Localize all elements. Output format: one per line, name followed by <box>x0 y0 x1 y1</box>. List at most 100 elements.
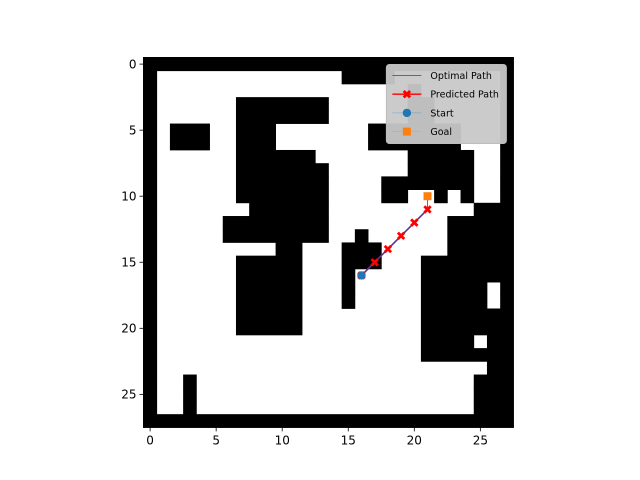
obstacle-cell <box>143 149 158 164</box>
obstacle-cell <box>420 268 514 283</box>
obstacle-cell <box>143 189 158 204</box>
legend-box <box>385 64 507 144</box>
path-layer <box>357 192 432 280</box>
obstacle-cell <box>143 348 158 362</box>
obstacle-cell <box>500 176 514 190</box>
predicted-path-point <box>410 218 419 227</box>
obstacle-cell <box>143 255 158 270</box>
obstacle-cell <box>473 387 514 402</box>
obstacle-cell <box>500 149 514 164</box>
obstacle-cell <box>235 123 276 138</box>
legend-label: Predicted Path <box>430 90 499 101</box>
obstacle-cell <box>381 176 475 190</box>
obstacle-cell <box>143 374 158 389</box>
obstacle-cell <box>420 282 488 296</box>
obstacle-cell <box>341 295 356 309</box>
obstacle-cell <box>143 295 158 309</box>
obstacle-cell <box>143 242 158 257</box>
obstacle-cell <box>143 163 158 177</box>
y-tick-label: 0 <box>129 57 137 71</box>
obstacle-cell <box>143 282 158 296</box>
obstacle-cell <box>420 295 488 309</box>
predicted-path-point <box>423 205 432 214</box>
legend-label: Goal <box>430 127 452 138</box>
predicted-path-point <box>396 231 406 241</box>
obstacle-cell <box>341 70 395 85</box>
obstacle-cell <box>143 387 158 402</box>
obstacle-cell <box>183 374 197 389</box>
obstacle-cell <box>420 321 514 336</box>
legend: Optimal Path Predicted Path Start Goal <box>385 64 507 144</box>
obstacle-cell <box>420 255 514 270</box>
obstacle-cell <box>143 176 158 190</box>
x-tick-label: 10 <box>275 433 290 447</box>
obstacle-cell <box>407 163 475 177</box>
legend-entry: Optimal Path <box>392 71 492 82</box>
obstacle-cell <box>143 97 158 111</box>
legend-x-marker <box>402 90 412 99</box>
obstacle-cell <box>143 123 158 138</box>
obstacle-cell <box>486 361 514 375</box>
y-tick-label: 10 <box>121 190 136 204</box>
obstacle-cell <box>249 202 329 217</box>
legend-square-marker <box>402 127 411 136</box>
legend-entry: Goal <box>392 127 452 138</box>
obstacle-cell <box>143 268 158 283</box>
obstacle-cell <box>235 97 329 111</box>
obstacle-cell <box>143 321 158 336</box>
obstacle-cell <box>235 110 329 124</box>
obstacle-cell <box>143 400 158 415</box>
obstacle-cell <box>354 229 369 243</box>
y-tick-label: 15 <box>121 256 136 270</box>
obstacle-cell <box>222 229 329 243</box>
obstacle-cell <box>275 242 303 257</box>
obstacle-cell <box>460 189 475 204</box>
obstacle-cell <box>143 136 158 151</box>
obstacle-cell <box>500 163 514 177</box>
obstacle-cell <box>235 268 303 283</box>
x-axis: 0 5 10 15 20 25 <box>146 427 488 447</box>
legend-entry: Predicted Path <box>392 90 499 101</box>
obstacle-cell <box>473 374 514 389</box>
x-tick-label: 5 <box>212 433 220 447</box>
obstacle-cell <box>341 268 356 283</box>
obstacle-cell <box>222 216 329 230</box>
obstacle-cell <box>183 387 197 402</box>
obstacle-cell <box>143 229 158 243</box>
obstacle-cell <box>486 334 514 349</box>
obstacle-cell <box>143 414 514 428</box>
y-tick-label: 25 <box>121 388 136 402</box>
obstacle-cell <box>235 282 303 296</box>
obstacle-cell <box>447 229 514 243</box>
obstacle-cell <box>235 255 303 270</box>
obstacle-cell <box>420 308 514 323</box>
x-tick-label: 0 <box>146 433 154 447</box>
x-tick-label: 20 <box>407 433 422 447</box>
obstacle-cell <box>420 348 514 362</box>
obstacle-cell <box>447 242 514 257</box>
obstacle-cell <box>183 400 197 415</box>
obstacle-cell <box>143 70 158 85</box>
obstacle-cell <box>235 321 303 336</box>
obstacle-cell <box>235 136 276 151</box>
obstacle-cell <box>143 83 158 98</box>
y-tick-label: 5 <box>129 123 137 137</box>
obstacle-cell <box>341 282 356 296</box>
obstacle-cell <box>235 176 329 190</box>
x-tick-label: 25 <box>473 433 488 447</box>
obstacle-cell <box>235 308 303 323</box>
obstacle-cell <box>407 149 475 164</box>
obstacle-cell <box>143 308 158 323</box>
legend-entry: Start <box>392 108 454 119</box>
legend-circle-marker <box>402 108 412 118</box>
obstacle-cell <box>434 189 448 204</box>
y-tick-label: 20 <box>121 322 136 336</box>
obstacle-cell <box>169 123 210 138</box>
obstacle-cell <box>235 189 329 204</box>
obstacle-cell <box>341 242 382 257</box>
legend-label: Optimal Path <box>430 71 491 82</box>
predicted-path-point <box>370 258 379 267</box>
y-axis: 0 5 10 15 20 25 <box>121 57 144 402</box>
obstacle-cell <box>381 189 409 204</box>
